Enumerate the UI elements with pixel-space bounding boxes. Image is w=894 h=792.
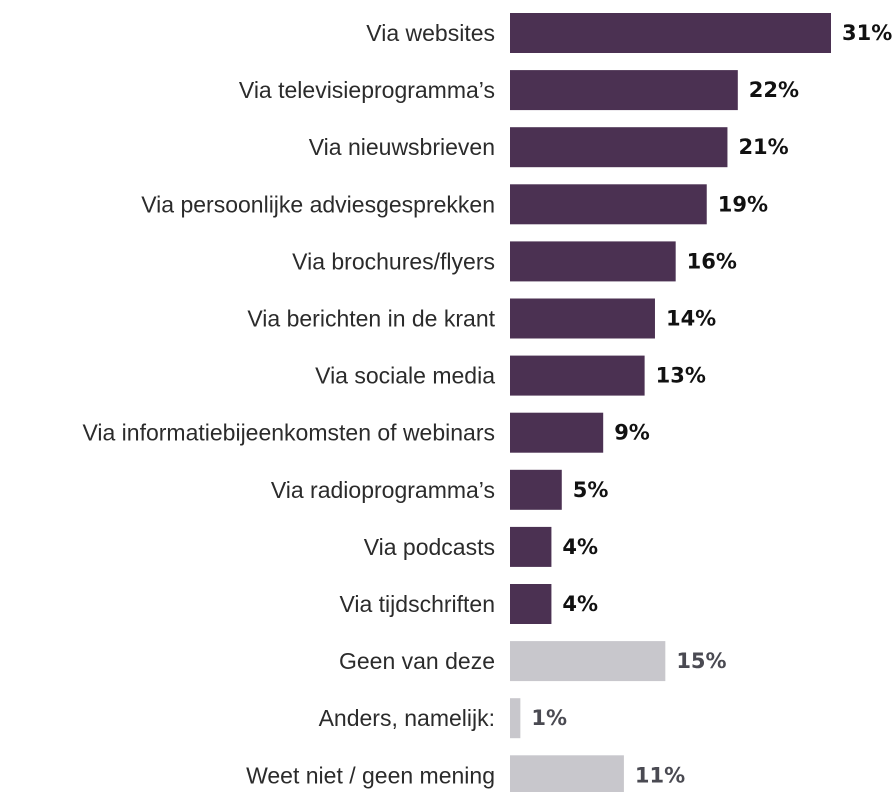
bar — [510, 698, 521, 739]
bar — [510, 355, 645, 396]
category-label: Anders, namelijk: — [319, 705, 495, 731]
bar — [510, 755, 624, 792]
value-label: 22% — [749, 78, 799, 102]
bar — [510, 13, 831, 53]
value-label: 15% — [676, 649, 726, 673]
bar — [510, 412, 604, 453]
category-label: Via sociale media — [315, 363, 495, 389]
bar — [510, 584, 552, 624]
value-label: 19% — [718, 192, 768, 216]
category-label: Via radioprogramma’s — [271, 477, 495, 503]
bar — [510, 526, 552, 567]
value-label: 13% — [656, 364, 706, 388]
bar — [510, 127, 728, 168]
category-label: Via nieuwsbrieven — [309, 134, 495, 160]
value-label: 4% — [562, 592, 598, 616]
value-label: 1% — [531, 706, 567, 730]
value-label: 21% — [738, 135, 788, 159]
category-label: Via televisieprogramma’s — [239, 77, 495, 103]
value-label: 4% — [562, 535, 598, 559]
category-label: Via persoonlijke adviesgesprekken — [141, 191, 495, 217]
bar — [510, 241, 676, 282]
category-label: Via brochures/flyers — [292, 248, 495, 274]
value-label: 16% — [687, 249, 737, 273]
value-label: 11% — [635, 763, 685, 787]
category-label: Via berichten in de krant — [247, 306, 495, 332]
value-label: 31% — [842, 21, 892, 45]
bar — [510, 70, 738, 111]
value-label: 5% — [573, 478, 609, 502]
category-label: Geen van deze — [339, 648, 495, 674]
bar — [510, 641, 666, 682]
category-label: Via informatiebijeenkomsten of webinars — [82, 420, 495, 446]
value-label: 9% — [614, 421, 650, 445]
bar — [510, 469, 562, 510]
category-label: Weet niet / geen mening — [246, 762, 495, 788]
category-label: Via tijdschriften — [339, 591, 495, 617]
bar — [510, 298, 655, 339]
category-label: Via websites — [366, 20, 495, 46]
category-label: Via podcasts — [364, 534, 495, 560]
bar — [510, 184, 707, 225]
value-label: 14% — [666, 307, 716, 331]
